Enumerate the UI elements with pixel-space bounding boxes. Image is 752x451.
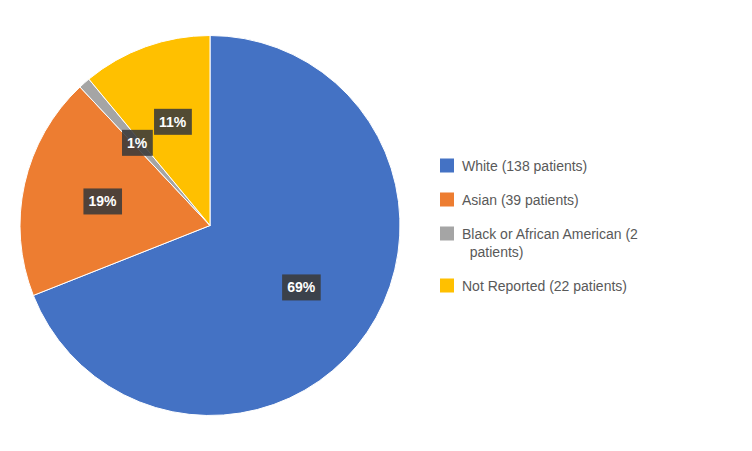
data-label-group: 69%: [282, 274, 321, 300]
data-label-background: [122, 130, 153, 156]
data-label-background: [83, 188, 122, 214]
data-label-group: 11%: [154, 109, 192, 135]
plot-area: [20, 36, 400, 416]
legend-label: Black or African American (2 patients): [462, 226, 638, 260]
pie: [20, 36, 400, 416]
legend-item: Black or African American (2 patients): [440, 226, 638, 260]
data-label: 19%: [88, 193, 117, 209]
data-label-group: 19%: [83, 188, 122, 214]
legend-label-line: patients): [462, 244, 523, 260]
legend-item: Asian (39 patients): [440, 192, 579, 208]
legend-label: Asian (39 patients): [462, 192, 579, 208]
legend-item: Not Reported (22 patients): [440, 278, 627, 294]
legend-label-line: Black or African American (2: [462, 226, 638, 242]
data-label-group: 1%: [122, 130, 153, 156]
legend-label: Not Reported (22 patients): [462, 278, 627, 294]
chart: 69% 19% 1% 11% White (138 patients) Asian (39…: [0, 0, 752, 451]
legend-swatch: [440, 227, 454, 241]
legend-label-line: Asian (39 patients): [462, 192, 579, 208]
data-label: 1%: [127, 135, 148, 151]
legend-label: White (138 patients): [462, 158, 587, 174]
legend-label-line: Not Reported (22 patients): [462, 278, 627, 294]
data-label: 11%: [159, 114, 187, 130]
data-label: 69%: [287, 279, 316, 295]
data-label-background: [154, 109, 192, 135]
legend-swatch: [440, 159, 454, 173]
legend-label-line: White (138 patients): [462, 158, 587, 174]
legend-swatch: [440, 279, 454, 293]
legend-item: White (138 patients): [440, 158, 587, 174]
data-labels: 69% 19% 1% 11%: [83, 109, 320, 301]
pie-slice: [89, 36, 210, 226]
legend: White (138 patients) Asian (39 patients) B…: [440, 158, 638, 294]
data-label-background: [282, 274, 321, 300]
legend-swatch: [440, 193, 454, 207]
